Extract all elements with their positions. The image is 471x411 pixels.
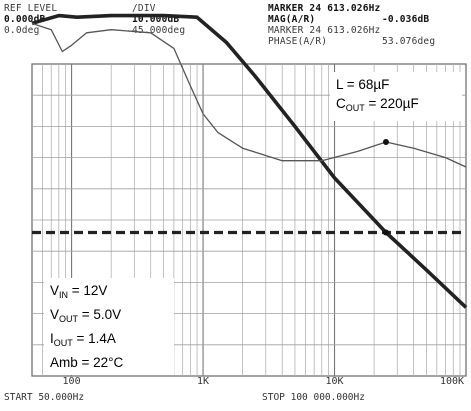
cout-sub: OUT (345, 103, 365, 113)
ambient-label: Amb = 22°C (50, 355, 124, 370)
x-tick-labels: 100 1K 10K 100K (63, 376, 465, 387)
marker-phase-label: PHASE(A/R) (268, 36, 328, 47)
vin-prefix: V (50, 283, 60, 298)
ref-level-label: REF LEVEL (4, 3, 58, 14)
cout-suffix: = 220µF (364, 96, 419, 111)
marker-mag-value: -0.036dB (382, 14, 430, 25)
marker-mag-label: MAG(A/R) (268, 14, 316, 25)
iout-label: IOUT = 1.4A (50, 329, 168, 353)
conditions-top: L = 68µF COUT = 220µF (330, 72, 462, 121)
marker-point-1 (382, 229, 389, 236)
marker-point-2 (382, 139, 389, 145)
marker-phase-value: 53.076deg (382, 36, 436, 47)
vin-label: VIN = 12V (50, 281, 168, 305)
vin-sub: IN (59, 290, 69, 300)
cout-label: COUT = 220µF (336, 94, 456, 118)
div-phase: 45.000deg (132, 25, 186, 36)
iout-sub: OUT (53, 338, 73, 348)
ref-level-phase: 0.0deg (4, 25, 40, 36)
series-line-1 (31, 13, 468, 309)
vout-suffix: = 5.0V (78, 307, 122, 322)
vout-label: VOUT = 5.0V (50, 305, 168, 329)
conditions-bottom: VIN = 12V VOUT = 5.0V IOUT = 1.4A Amb = … (44, 278, 174, 375)
start-frequency: START 50.000Hz (4, 392, 85, 403)
vout-prefix: V (50, 307, 60, 322)
iout-prefix: I (50, 331, 54, 346)
x-tick-label-1: 100 (63, 376, 81, 387)
div-mag: 10.000dB (132, 14, 180, 25)
iout-suffix: = 1.4A (72, 331, 116, 346)
x-tick-label-4: 100K (440, 376, 464, 387)
vin-suffix: = 12V (68, 283, 108, 298)
div-label: /DIV (132, 3, 156, 14)
cout-prefix: C (336, 96, 346, 111)
x-tick-label-3: 10K (325, 376, 343, 387)
stop-frequency: STOP 100 000.000Hz (262, 392, 365, 403)
x-tick-label-2: 1K (197, 376, 209, 387)
ref-level-mag: 0.000dB (4, 14, 46, 25)
inductance-label: L = 68µF (336, 77, 390, 92)
vout-sub: OUT (59, 314, 79, 324)
marker-freq-label: MARKER 24 613.026Hz (268, 3, 381, 14)
plot-traces (31, 13, 468, 309)
marker-freq-label-2: MARKER 24 613.026Hz (268, 25, 381, 36)
